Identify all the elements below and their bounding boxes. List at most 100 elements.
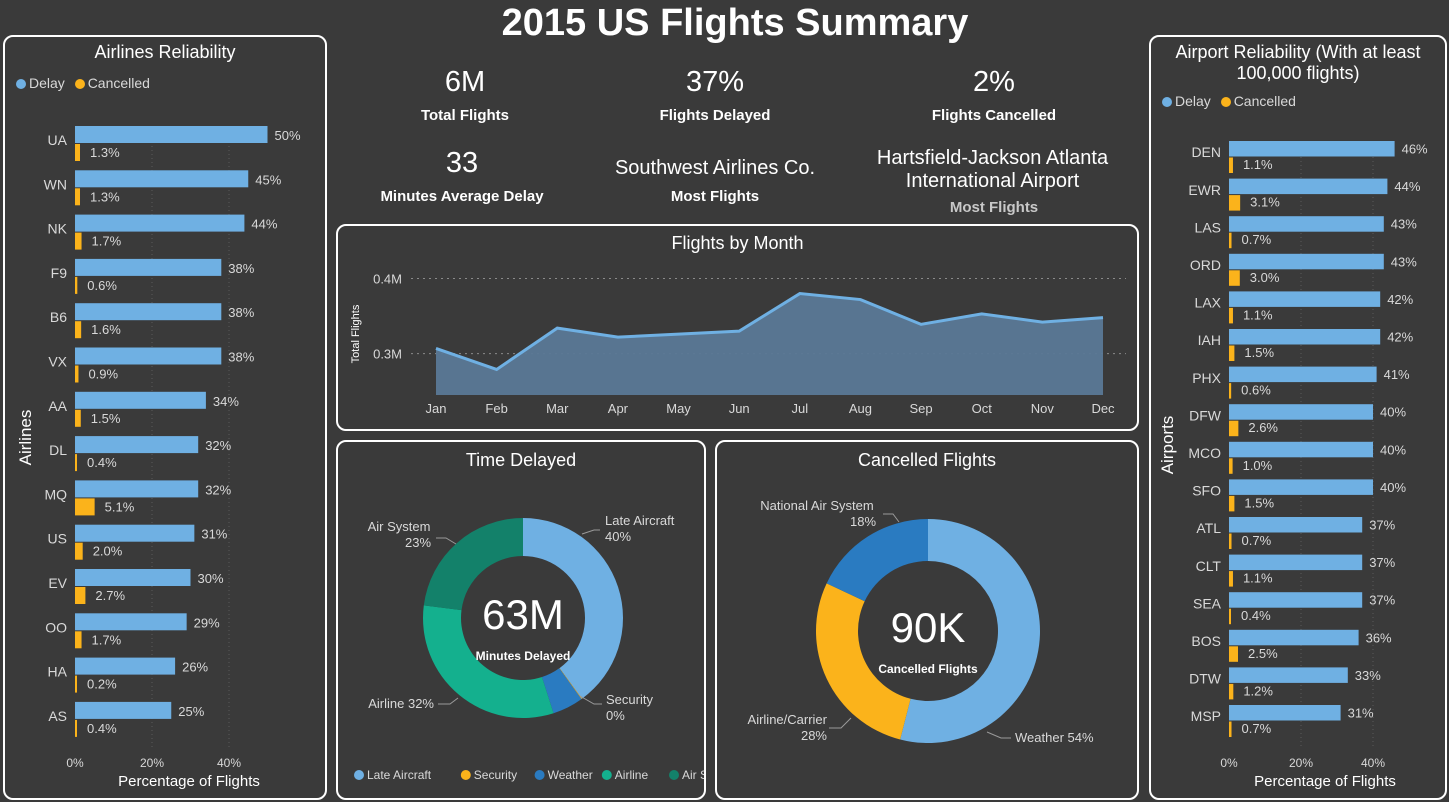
delay-bar bbox=[75, 524, 195, 542]
delay-bar bbox=[75, 258, 222, 276]
cancelled-bar bbox=[75, 454, 77, 472]
cancelled-value-label: 1.5% bbox=[91, 411, 121, 426]
delay-bar bbox=[1229, 404, 1373, 420]
delay-legend-label: Delay bbox=[29, 75, 65, 91]
delay-bar bbox=[75, 436, 199, 454]
cancelled-bar bbox=[1229, 646, 1238, 662]
leader-line bbox=[436, 537, 457, 545]
category-label: CLT bbox=[1196, 558, 1222, 574]
delay-bar bbox=[75, 170, 249, 188]
delay-value-label: 29% bbox=[194, 615, 220, 630]
delay-value-label: 38% bbox=[228, 305, 254, 320]
donut-center-label: Cancelled Flights bbox=[878, 662, 978, 676]
cancelled-value-label: 1.1% bbox=[1243, 307, 1273, 322]
legend-dot bbox=[669, 770, 679, 780]
category-label: NK bbox=[48, 221, 68, 237]
category-label: B6 bbox=[50, 309, 67, 325]
category-label: IAH bbox=[1198, 332, 1221, 348]
category-label: EWR bbox=[1188, 182, 1221, 198]
airports-panel-title: Airport Reliability (With at least 100,0… bbox=[1151, 42, 1445, 84]
flights-delayed-value: 37% bbox=[685, 66, 745, 98]
delay-bar bbox=[1229, 441, 1373, 458]
category-label: F9 bbox=[51, 265, 68, 281]
delay-bar bbox=[1229, 517, 1363, 533]
category-label: AA bbox=[48, 398, 67, 414]
cancelled-value-label: 2.5% bbox=[1248, 646, 1278, 661]
cancelled-value-label: 0.6% bbox=[87, 278, 117, 293]
x-tick-label: Jun bbox=[729, 401, 750, 416]
leader-line bbox=[579, 695, 602, 705]
cancelled-bar bbox=[1229, 608, 1231, 625]
delay-value-label: 42% bbox=[1387, 292, 1413, 307]
cancelled-bar bbox=[75, 587, 86, 604]
cancelled-bar bbox=[75, 321, 82, 339]
delay-value-label: 40% bbox=[1380, 442, 1406, 457]
category-label: US bbox=[48, 531, 67, 547]
category-label: SFO bbox=[1192, 483, 1221, 499]
delay-value-label: 38% bbox=[228, 350, 254, 365]
airline-label: Airline 32% bbox=[368, 696, 434, 711]
donut-center-value: 63M bbox=[482, 591, 564, 638]
cancelled-bar bbox=[1229, 420, 1239, 437]
airport-name-line1: Hartsfield-Jackson Atlanta bbox=[876, 147, 1109, 169]
delay-value-label: 36% bbox=[1366, 630, 1392, 645]
category-label: ORD bbox=[1190, 257, 1221, 273]
cancelled-bar bbox=[1229, 383, 1232, 399]
cancelled-bar bbox=[75, 631, 82, 649]
airline-slice bbox=[423, 605, 554, 718]
cancelled-value-label: 0.4% bbox=[1241, 608, 1271, 623]
category-label: MCO bbox=[1188, 445, 1221, 461]
cancelled-bar bbox=[1229, 495, 1235, 512]
delay-value-label: 43% bbox=[1391, 217, 1417, 232]
donut-center-value: 90K bbox=[891, 604, 966, 651]
x-tick-label: Jul bbox=[792, 401, 809, 416]
legend-dot bbox=[354, 770, 364, 780]
delay-bar bbox=[1229, 291, 1381, 307]
airlines-bar-chart: 0% 20% 40% Percentage of Flights Airlines UA 5… bbox=[16, 126, 301, 790]
weather-slice bbox=[900, 519, 1040, 743]
x-axis-title: Percentage of Flights bbox=[1254, 773, 1396, 790]
delay-value-label: 44% bbox=[251, 217, 277, 232]
flights-by-month-panel: Flights by Month 0.4M 0.3M Total Flights Ja… bbox=[336, 224, 1139, 431]
delay-bar bbox=[75, 657, 176, 675]
category-label: UA bbox=[48, 132, 68, 148]
x-tick-label: Sep bbox=[910, 401, 933, 416]
area-fill bbox=[436, 293, 1103, 395]
x-tick-label: Nov bbox=[1031, 401, 1055, 416]
x-tick-label: May bbox=[666, 401, 691, 416]
cancelled-value-label: 0.6% bbox=[1241, 383, 1271, 398]
delay-bar bbox=[1229, 178, 1388, 195]
legend-label: Airline bbox=[615, 768, 649, 782]
cancelled-value-label: 0.7% bbox=[1242, 533, 1272, 548]
x-tick-label: Aug bbox=[849, 401, 872, 416]
category-label: DL bbox=[49, 442, 67, 458]
category-label: MQ bbox=[44, 486, 67, 502]
flights-delayed-label: Flights Delayed bbox=[659, 107, 771, 124]
leader-line bbox=[438, 697, 459, 705]
delay-value-label: 37% bbox=[1369, 555, 1395, 570]
y-axis-title: Total Flights bbox=[350, 304, 362, 363]
category-label: MSP bbox=[1191, 708, 1221, 724]
delay-bar bbox=[75, 569, 191, 586]
cancelled-value-label: 0.9% bbox=[88, 367, 118, 382]
cancelled-bar bbox=[75, 409, 81, 427]
leader-line bbox=[883, 513, 900, 523]
delay-bar bbox=[75, 701, 172, 719]
cancelled-value-label: 0.7% bbox=[1242, 232, 1272, 247]
delay-bar bbox=[1229, 592, 1363, 608]
air-system-slice bbox=[423, 518, 523, 611]
donut-center-label: Minutes Delayed bbox=[476, 649, 571, 663]
security-label: Security bbox=[606, 692, 653, 707]
cancelled-value-label: 1.3% bbox=[90, 145, 120, 160]
cancelled-bar bbox=[75, 276, 78, 294]
air-system-pct: 23% bbox=[405, 535, 431, 550]
security-slice bbox=[559, 668, 582, 700]
cancelled-value-label: 1.1% bbox=[1243, 157, 1273, 172]
delay-value-label: 34% bbox=[213, 394, 239, 409]
cancelled-bar bbox=[1229, 571, 1233, 587]
legend-label: Air System bbox=[682, 768, 704, 782]
delay-legend-dot bbox=[1162, 97, 1172, 107]
delay-value-label: 46% bbox=[1402, 142, 1428, 157]
delay-value-label: 38% bbox=[228, 261, 254, 276]
x-tick-label: 20% bbox=[140, 756, 164, 770]
